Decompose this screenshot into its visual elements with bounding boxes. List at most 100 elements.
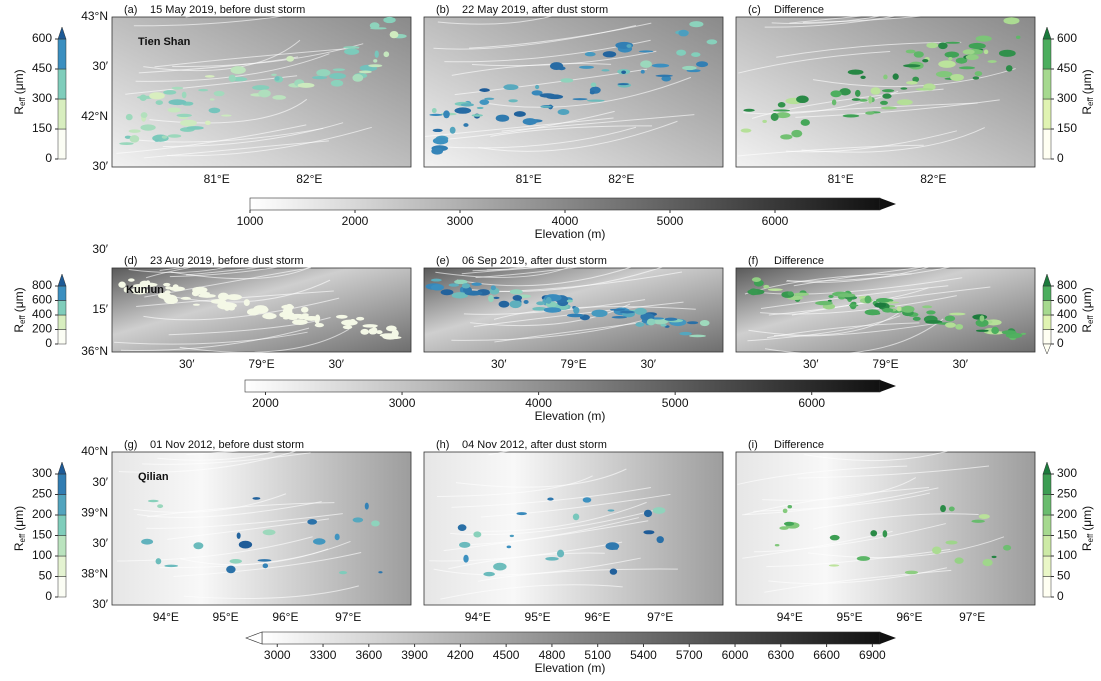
lon-label: 95°E	[213, 610, 239, 624]
reff-symbol: R	[12, 106, 26, 115]
snow-patch	[656, 75, 673, 77]
snow-patch	[830, 90, 841, 97]
snow-patch	[230, 559, 242, 564]
panel-title: Difference	[774, 439, 824, 451]
snow-patch	[763, 285, 769, 289]
panel-title: 06 Sep 2019, after dust storm	[462, 255, 607, 267]
snow-patch	[643, 530, 654, 534]
snow-patch	[298, 83, 315, 88]
snow-patch	[612, 316, 627, 318]
snow-patch	[794, 293, 809, 296]
snow-patch	[180, 120, 197, 127]
reff-unit: (μm)	[12, 69, 26, 94]
region-label: Kunlun	[126, 284, 164, 296]
snow-patch	[976, 36, 992, 42]
snow-patch	[926, 43, 938, 49]
snow-patch	[922, 59, 928, 62]
lon-label: 30′	[803, 357, 819, 371]
snow-patch	[205, 121, 211, 125]
snow-patch	[988, 60, 997, 63]
snow-patch	[392, 330, 399, 338]
snow-patch	[945, 322, 956, 327]
elevation-tick-label: 2000	[252, 396, 279, 410]
snow-patch	[333, 68, 345, 71]
snow-patch	[700, 320, 710, 326]
colorbar-tick-label: 450	[32, 61, 52, 75]
snow-patch	[882, 308, 893, 313]
snow-patch	[252, 85, 269, 90]
snow-patch	[991, 327, 999, 334]
reff-unit: (μm)	[12, 287, 26, 312]
snow-patch	[871, 87, 881, 94]
snow-patch	[491, 285, 496, 290]
colorbar-segment	[58, 301, 66, 316]
lat-label: 30′	[92, 59, 108, 73]
snow-patch	[503, 84, 518, 90]
panel-label: (g)	[124, 439, 137, 451]
snow-patch	[168, 134, 182, 138]
snow-patch	[461, 103, 474, 106]
snow-patch	[749, 288, 758, 295]
snow-patch	[783, 509, 788, 513]
panel-title: 01 Nov 2012, before dust storm	[150, 439, 304, 451]
snow-patch	[368, 64, 382, 67]
lat-label: 38°N	[81, 567, 108, 581]
snow-patch	[620, 311, 635, 314]
colorbar-segment	[58, 99, 66, 129]
snow-patch	[459, 542, 470, 548]
lat-label: 15′	[92, 302, 108, 316]
snow-patch	[979, 514, 990, 519]
snow-patch	[443, 110, 450, 118]
snow-patch	[897, 99, 913, 105]
snow-patch	[741, 129, 752, 133]
snow-patch	[949, 313, 966, 316]
colorbar-segment	[1043, 69, 1051, 99]
lon-label: 30′	[640, 357, 656, 371]
snow-patch	[352, 74, 363, 82]
colorbar-tick-label: 0	[45, 589, 52, 603]
snow-patch	[431, 279, 442, 282]
reff-unit: (μm)	[1080, 69, 1094, 94]
figure: (a)15 May 2019, before dust storm81°E82°…	[0, 0, 1101, 681]
snow-patch	[771, 113, 779, 121]
region-label: Qilian	[138, 471, 169, 483]
snow-patch	[433, 129, 443, 132]
panel-label: (d)	[124, 255, 137, 267]
snow-patch	[390, 31, 399, 38]
snow-patch	[479, 99, 489, 105]
snow-patch	[768, 288, 783, 291]
colorbar-tick-label: 600	[32, 293, 52, 307]
snow-patch	[780, 134, 792, 139]
snow-patch	[913, 317, 921, 321]
elevation-label: Elevation (m)	[535, 661, 606, 675]
elevation-tick-label: 4500	[493, 648, 520, 662]
snow-patch	[874, 302, 886, 307]
snow-patch	[955, 324, 963, 330]
snow-patch	[640, 60, 652, 68]
elevation-tick-label: 5000	[657, 214, 684, 228]
snow-patch	[936, 71, 952, 77]
lon-label: 94°E	[777, 610, 803, 624]
snow-patch	[882, 93, 891, 98]
snow-patch	[635, 322, 644, 327]
colorbar-segment	[1043, 315, 1051, 330]
panel-label: (i)	[748, 439, 758, 451]
snow-patch	[775, 544, 780, 546]
snow-patch	[837, 293, 855, 297]
snow-patch	[1002, 330, 1017, 334]
snow-patch	[1003, 17, 1019, 24]
snow-patch	[647, 319, 656, 326]
snow-patch	[353, 517, 364, 522]
elevation-tick-label: 4000	[552, 214, 579, 228]
reff-symbol: R	[1080, 106, 1094, 115]
snow-patch	[472, 114, 483, 117]
snow-patch	[865, 111, 874, 114]
colorbar-arrow	[246, 632, 262, 644]
snow-patch	[868, 96, 872, 104]
colorbar-segment	[58, 556, 66, 577]
reff-label: Reff(μm)	[12, 287, 27, 332]
elevation-tick-label: 5000	[662, 396, 689, 410]
snow-patch	[335, 534, 340, 541]
lon-label: 79°E	[560, 357, 586, 371]
colorbar-tick-label: 800	[32, 278, 52, 292]
